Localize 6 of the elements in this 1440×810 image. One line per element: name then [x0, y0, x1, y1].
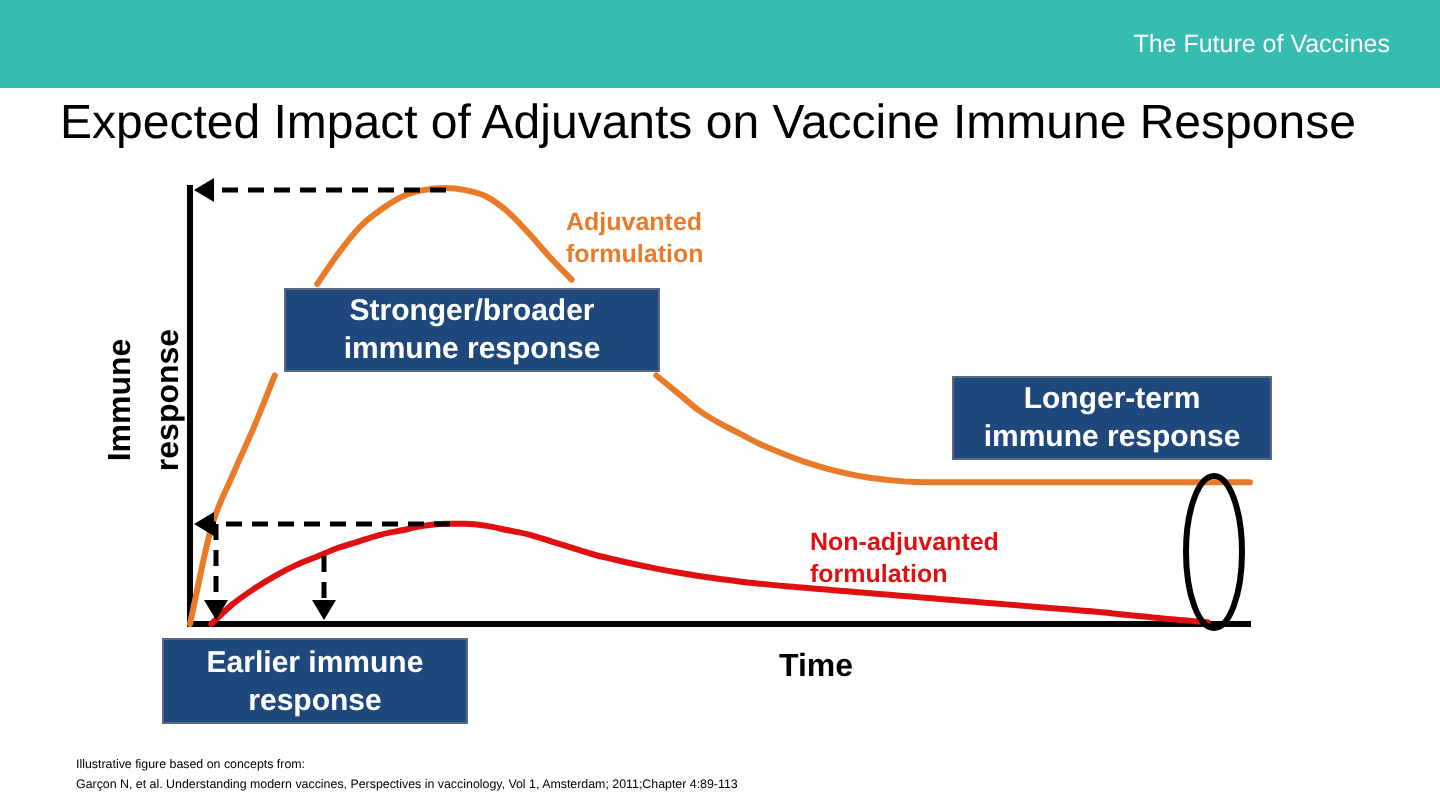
chart-title: Expected Impact of Adjuvants on Vaccine Immune Response [60, 96, 1356, 152]
series-label: Adjuvanted formulation [566, 206, 706, 270]
text: The Future of Vaccines [1133, 30, 1390, 58]
y-axis-title: Immune response [102, 326, 188, 476]
x-axis-title: Time [776, 650, 856, 686]
series-label: Non-adjuvanted formulation [810, 526, 1001, 590]
